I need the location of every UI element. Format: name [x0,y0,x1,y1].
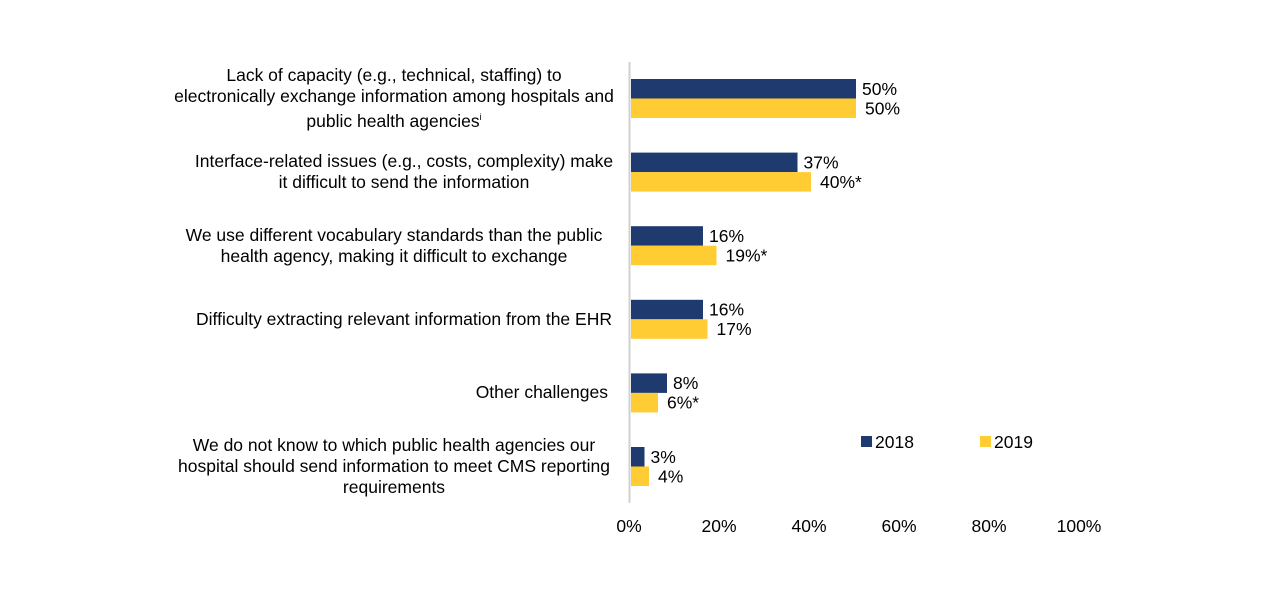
legend-label-2019: 2019 [994,432,1033,452]
legend-swatch-2019 [980,436,991,447]
category-label-0: Lack of capacity (e.g., technical, staff… [174,65,614,132]
value-label-2019-5: 4% [658,466,683,486]
category-label-1: Interface-related issues (e.g., costs, c… [194,151,614,193]
category-label-text: We use different vocabulary standards th… [185,224,603,266]
bar-2018-0 [631,79,856,99]
bar-2019-2 [631,245,717,266]
bar-2019-3 [631,319,708,339]
x-tick-labels-group: 0% 20% 40% 60% 80% 100% [616,516,1101,536]
value-label-2018-0: 50% [862,79,897,99]
category-label-text: We do not know to which public health ag… [178,435,610,497]
bar-2018-4 [631,373,667,393]
category-label-text: Interface-related issues (e.g., costs, c… [194,151,614,193]
value-labels-group: 50%50%37%40%*16%19%*16%17%8%6%*3%4% [651,79,901,487]
value-label-2018-5: 3% [651,447,676,467]
bar-2018-3 [631,299,703,320]
footnote-marker: i [479,112,482,122]
category-label-2: We use different vocabulary standards th… [174,225,614,267]
legend-label-2018: 2018 [875,432,914,452]
bar-2019-5 [631,466,649,486]
category-label-4: Other challenges [168,382,608,403]
bar-2019-1 [631,172,811,192]
x-tick-label-3: 60% [881,516,916,536]
bar-2019-4 [631,392,658,413]
bars-group [631,79,856,486]
x-tick-label-4: 80% [971,516,1006,536]
legend-swatch-2018 [861,436,872,447]
value-label-2019-1: 40%* [820,172,862,192]
category-label-text: Other challenges [475,382,608,403]
category-label-text: Lack of capacity (e.g., technical, staff… [174,65,614,131]
value-label-2018-3: 16% [709,300,744,320]
legend: 2018 2019 [861,432,1033,452]
value-label-2018-4: 8% [673,373,698,393]
x-tick-label-0: 0% [616,516,641,536]
bar-2018-5 [631,447,645,467]
value-label-2019-4: 6%* [667,393,699,413]
value-label-2019-3: 17% [717,319,752,339]
value-label-2018-1: 37% [804,152,839,172]
value-label-2019-2: 19%* [726,245,768,265]
category-label-text: Difficulty extracting relevant informati… [196,308,612,329]
category-label-5: We do not know to which public health ag… [174,435,614,498]
value-label-2018-2: 16% [709,226,744,246]
bar-2018-2 [631,226,703,246]
category-label-3: Difficulty extracting relevant informati… [194,309,614,330]
bar-2018-1 [631,152,798,173]
bar-2019-0 [631,98,856,118]
x-tick-label-5: 100% [1057,516,1102,536]
value-label-2019-0: 50% [865,98,900,118]
x-tick-label-2: 40% [791,516,826,536]
x-tick-label-1: 20% [701,516,736,536]
